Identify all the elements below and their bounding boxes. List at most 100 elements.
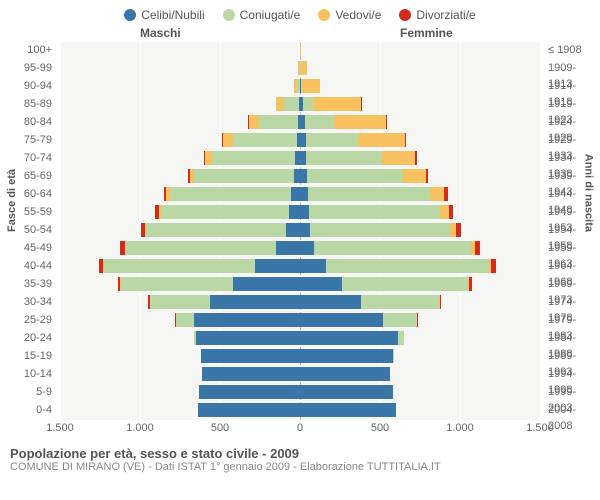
- bar-segment-female: [305, 115, 334, 129]
- age-label: 95-99: [24, 60, 52, 76]
- bar-segment-female: [342, 277, 468, 291]
- grid-line: [540, 42, 541, 420]
- bar-segment-female: [300, 205, 309, 219]
- bar-segment-female: [300, 169, 307, 183]
- bar-segment-male: [223, 133, 233, 147]
- bar-segment-female: [444, 187, 448, 201]
- bar-segment-male: [196, 331, 300, 345]
- pyramid-row: [60, 240, 540, 256]
- birth-year-label: 1924-1928: [548, 114, 600, 130]
- bar-segment-male: [194, 313, 300, 327]
- bar-segment-female: [415, 151, 417, 165]
- age-label: 60-64: [24, 186, 52, 202]
- bar-segment-male: [248, 115, 259, 129]
- bar-segment-female: [300, 277, 342, 291]
- bar-segment-female: [300, 223, 310, 237]
- bar-segment-male: [291, 187, 300, 201]
- bar-segment-male: [141, 223, 145, 237]
- bar-segment-male: [294, 79, 297, 93]
- footer: Popolazione per età, sesso e stato civil…: [0, 442, 600, 473]
- bar-segment-female: [491, 259, 496, 273]
- x-tick-label: 500: [211, 422, 229, 434]
- header-male: Maschi: [140, 26, 181, 40]
- bar-segment-male: [121, 277, 233, 291]
- bar-segment-female: [314, 241, 471, 255]
- chart-title: Popolazione per età, sesso e stato civil…: [10, 446, 590, 461]
- bar-segment-female: [301, 61, 307, 75]
- birth-year-label: 1994-1998: [548, 366, 600, 382]
- bar-segment-male: [212, 151, 295, 165]
- legend-swatch: [318, 9, 330, 21]
- bar-segment-female: [326, 259, 489, 273]
- bar-segment-female: [303, 97, 313, 111]
- birth-year-label: 1919-1923: [548, 96, 600, 112]
- age-label: 70-74: [24, 150, 52, 166]
- header-female: Femmine: [400, 26, 453, 40]
- pyramid-row: [60, 276, 540, 292]
- bar-segment-male: [194, 169, 293, 183]
- birth-year-label: 1914-1918: [548, 78, 600, 94]
- legend-swatch: [399, 9, 411, 21]
- birth-year-label: 1974-1978: [548, 294, 600, 310]
- bar-segment-male: [202, 367, 300, 381]
- bar-segment-male: [222, 133, 223, 147]
- age-label: 100+: [27, 42, 52, 58]
- age-label: 35-39: [24, 276, 52, 292]
- legend-label: Divorziati/e: [416, 8, 475, 22]
- age-label: 90-94: [24, 78, 52, 94]
- birth-year-label: 2004-2008: [548, 402, 600, 418]
- bar-segment-male: [284, 97, 298, 111]
- bar-segment-male: [233, 133, 297, 147]
- pyramid-row: [60, 402, 540, 418]
- bar-segment-female: [334, 115, 387, 129]
- birth-year-label: 1999-2003: [548, 384, 600, 400]
- pyramid-row: [60, 114, 540, 130]
- bar-segment-male: [286, 223, 300, 237]
- legend-swatch: [124, 9, 136, 21]
- age-label: 50-54: [24, 222, 52, 238]
- pyramid-row: [60, 150, 540, 166]
- age-label: 20-24: [24, 330, 52, 346]
- birth-year-label: 1909-1913: [548, 60, 600, 76]
- bar-segment-female: [300, 367, 390, 381]
- pyramid-row: [60, 258, 540, 274]
- x-axis: 1.5001.00050005001.0001.500: [60, 422, 540, 440]
- bar-segment-female: [456, 223, 461, 237]
- bar-segment-female: [300, 295, 361, 309]
- birth-year-label: 1969-1973: [548, 276, 600, 292]
- age-label: 25-29: [24, 312, 52, 328]
- bar-segment-male: [188, 169, 190, 183]
- pyramid-row: [60, 42, 540, 58]
- bar-segment-male: [125, 241, 126, 255]
- y-axis-left-title: Fasce di età: [6, 169, 18, 232]
- bar-segment-male: [103, 259, 255, 273]
- bar-segment-female: [302, 79, 320, 93]
- bar-segment-male: [161, 205, 289, 219]
- birth-year-label: 1944-1948: [548, 186, 600, 202]
- bar-segment-male: [170, 187, 292, 201]
- bar-segment-male: [198, 403, 300, 417]
- pyramid-row: [60, 96, 540, 112]
- bar-segment-female: [440, 205, 449, 219]
- pyramid-row: [60, 294, 540, 310]
- birth-year-label: 1939-1943: [548, 168, 600, 184]
- age-label: 55-59: [24, 204, 52, 220]
- birth-year-label: 1989-1993: [548, 348, 600, 364]
- bar-segment-male: [259, 115, 297, 129]
- bar-segment-female: [475, 241, 481, 255]
- bar-segment-male: [204, 151, 205, 165]
- x-tick-label: 1.500: [46, 422, 74, 434]
- birth-year-label: 1959-1963: [548, 240, 600, 256]
- bar-segment-male: [233, 277, 300, 291]
- pyramid-row: [60, 384, 540, 400]
- bar-segment-male: [289, 205, 300, 219]
- legend: Celibi/NubiliConiugati/eVedovi/eDivorzia…: [0, 0, 600, 26]
- bar-segment-female: [426, 169, 429, 183]
- bar-segment-female: [300, 403, 396, 417]
- bar-segment-male: [159, 205, 161, 219]
- bar-segment-female: [300, 349, 393, 363]
- age-label: 80-84: [24, 114, 52, 130]
- chart-subtitle: COMUNE DI MIRANO (VE) - Dati ISTAT 1° ge…: [10, 461, 590, 473]
- bar-segment-male: [166, 187, 169, 201]
- legend-swatch: [223, 9, 235, 21]
